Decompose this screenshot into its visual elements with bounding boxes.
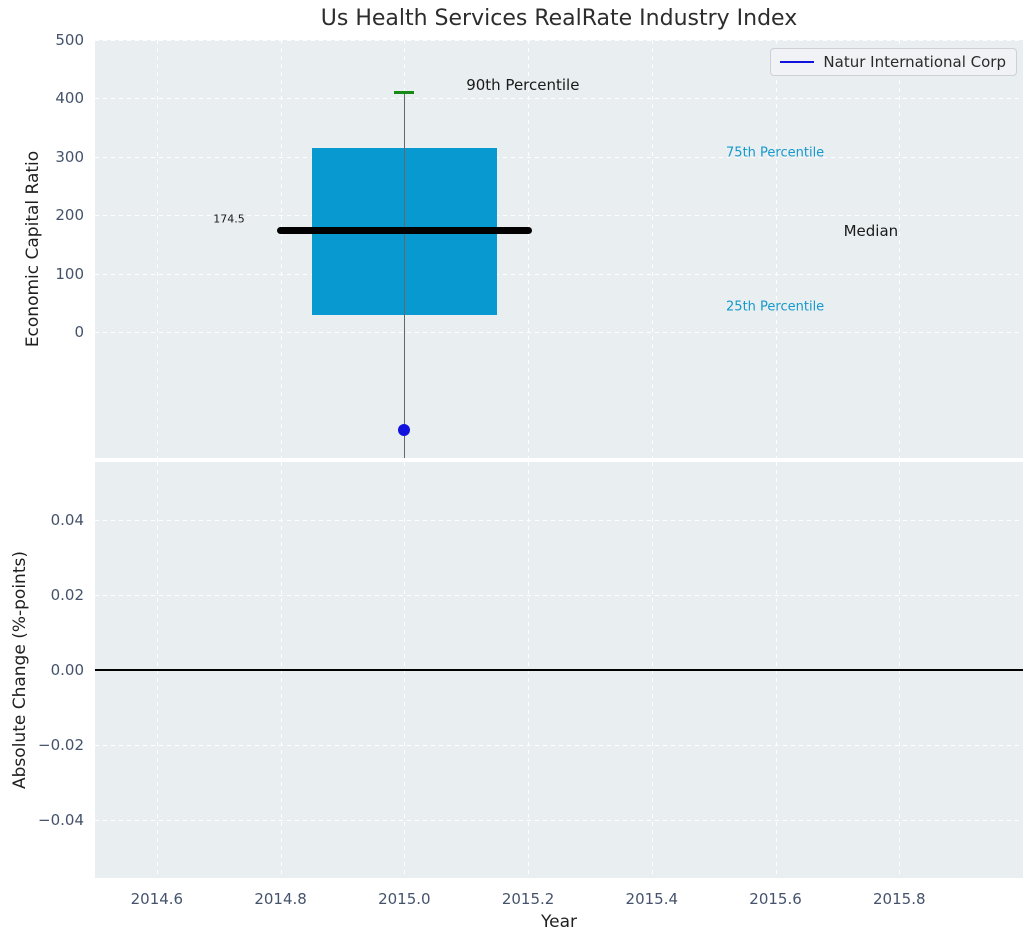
gridline-vertical (156, 40, 158, 458)
x-tick-label: 2015.6 (749, 890, 802, 908)
y-tick-label-bottom: 0.00 (50, 661, 84, 679)
legend-line-icon (780, 61, 815, 63)
gridline-horizontal (95, 156, 1023, 158)
gridline-horizontal (95, 819, 1023, 821)
gridline-vertical (280, 40, 282, 458)
annotation-25th-percentile: 25th Percentile (726, 299, 825, 315)
gridline-horizontal (95, 98, 1023, 100)
x-axis-label: Year (541, 912, 577, 932)
gridline-horizontal (95, 595, 1023, 597)
gridline-vertical (528, 40, 530, 458)
y-tick-label-bottom: −0.04 (38, 810, 84, 829)
annotation-90th-percentile: 90th Percentile (466, 76, 580, 94)
top-y-axis-label: Economic Capital Ratio (23, 150, 43, 348)
median-line (276, 226, 533, 234)
x-tick-label: 2015.8 (873, 890, 926, 908)
gridline-horizontal (95, 215, 1023, 217)
y-tick-label-top: 0 (74, 323, 84, 342)
x-tick-label: 2015.4 (625, 890, 679, 908)
gridline-vertical (775, 40, 777, 458)
gridline-vertical (899, 40, 901, 458)
y-tick-label-bottom: −0.02 (38, 735, 84, 754)
gridline-horizontal (95, 520, 1023, 522)
y-tick-label-top: 300 (55, 147, 84, 166)
gridline-vertical (651, 40, 653, 458)
y-tick-label-bottom: 0.04 (50, 511, 84, 530)
whisker-line (403, 92, 405, 458)
x-tick-label: 2014.6 (130, 890, 184, 908)
annotation-75th-percentile: 75th Percentile (726, 145, 825, 161)
annotation-median: Median (843, 221, 899, 240)
top-plot-area (95, 40, 1023, 458)
y-tick-label-top: 200 (55, 206, 84, 225)
bottom-y-axis-label: Absolute Change (%-points) (10, 551, 30, 789)
legend-label: Natur International Corp (823, 53, 1006, 71)
percentile-90-cap-icon (394, 91, 415, 95)
gridline-horizontal (95, 744, 1023, 746)
chart-title: Us Health Services RealRate Industry Ind… (320, 6, 798, 31)
gridline-horizontal (95, 273, 1023, 275)
y-tick-label-bottom: 0.02 (50, 586, 84, 605)
gridline-horizontal (95, 40, 1023, 41)
x-tick-label: 2015.0 (378, 890, 431, 908)
y-tick-label-top: 400 (55, 89, 84, 108)
zero-line (95, 669, 1023, 671)
x-tick-label: 2014.8 (254, 890, 307, 908)
y-tick-label-top: 100 (55, 264, 84, 283)
y-tick-label-top: 500 (55, 31, 84, 49)
gridline-horizontal (95, 332, 1023, 334)
annotation-174.5: 174.5 (213, 212, 245, 226)
company-data-point (398, 423, 411, 436)
x-tick-label: 2015.2 (501, 890, 555, 908)
legend: Natur International Corp (770, 48, 1017, 76)
